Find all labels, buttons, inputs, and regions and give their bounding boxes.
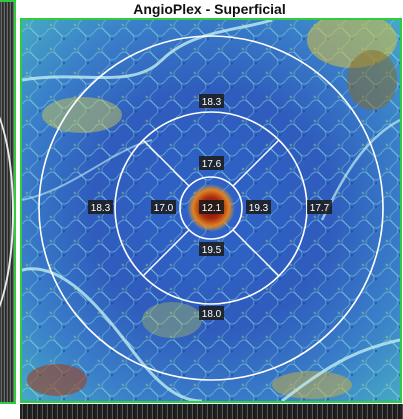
- map-patch: [27, 364, 87, 396]
- svg-text:12.1: 12.1: [202, 203, 222, 214]
- density-map-canvas: 18.3 17.6 18.3 17.0 12.1 19.3 17.7 19.5: [22, 20, 400, 401]
- svg-text:17.7: 17.7: [310, 203, 330, 214]
- sector-divider: [232, 139, 280, 187]
- map-title: AngioPlex - Superficial: [133, 1, 286, 17]
- map-patch: [142, 302, 202, 338]
- angioplex-density-map[interactable]: 18.3 17.6 18.3 17.0 12.1 19.3 17.7 19.5: [20, 18, 402, 403]
- svg-text:18.3: 18.3: [202, 97, 222, 108]
- sector-value-outer-right: 17.7: [307, 200, 332, 214]
- svg-text:17.0: 17.0: [154, 203, 174, 214]
- svg-text:17.6: 17.6: [202, 159, 222, 170]
- sector-divider: [142, 139, 190, 187]
- svg-text:18.0: 18.0: [202, 309, 222, 320]
- sector-value-inner-bottom: 19.5: [199, 242, 224, 256]
- map-patch: [272, 371, 352, 399]
- sector-divider: [142, 229, 190, 277]
- sector-value-inner-left: 17.0: [151, 200, 176, 214]
- vessel: [281, 338, 400, 401]
- sector-value-inner-right: 19.3: [246, 200, 271, 214]
- sector-divider: [232, 229, 280, 277]
- map-patch: [42, 97, 122, 133]
- vessel: [22, 20, 273, 82]
- sector-value-outer-bottom: 18.0: [199, 306, 224, 320]
- vessel: [22, 267, 203, 401]
- map-patch: [347, 50, 397, 110]
- adjacent-scan-strip: [0, 0, 16, 404]
- svg-text:18.3: 18.3: [91, 203, 111, 214]
- svg-text:19.5: 19.5: [202, 245, 222, 256]
- sector-value-outer-left: 18.3: [88, 200, 113, 214]
- sector-value-inner-top: 17.6: [199, 156, 224, 170]
- adjacent-scan-strip-bottom: [20, 404, 403, 419]
- adjacent-scan-border: [0, 0, 16, 404]
- svg-text:19.3: 19.3: [249, 203, 269, 214]
- outer-ring: [38, 35, 384, 381]
- center-ring: [179, 176, 243, 240]
- sector-value-center: 12.1: [199, 200, 224, 214]
- sector-value-outer-top: 18.3: [199, 94, 224, 108]
